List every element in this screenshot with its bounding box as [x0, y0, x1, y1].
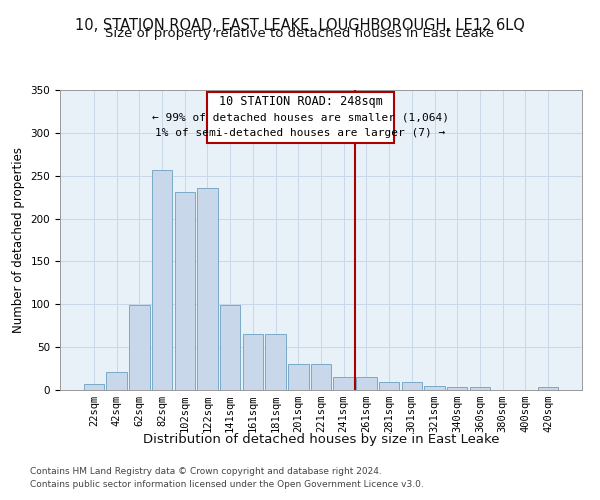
- Text: Contains HM Land Registry data © Crown copyright and database right 2024.: Contains HM Land Registry data © Crown c…: [30, 467, 382, 476]
- Bar: [242, 334, 263, 390]
- Bar: [106, 372, 127, 390]
- Text: 10, STATION ROAD, EAST LEAKE, LOUGHBOROUGH, LE12 6LQ: 10, STATION ROAD, EAST LEAKE, LOUGHBOROU…: [75, 18, 525, 32]
- Bar: [311, 364, 331, 390]
- Bar: [197, 188, 218, 390]
- Text: ← 99% of detached houses are smaller (1,064): ← 99% of detached houses are smaller (1,…: [152, 112, 449, 122]
- Bar: [208, 92, 394, 143]
- Bar: [152, 170, 172, 390]
- Bar: [265, 334, 286, 390]
- Bar: [424, 386, 445, 390]
- Bar: [356, 377, 377, 390]
- Bar: [129, 305, 149, 390]
- Bar: [379, 382, 400, 390]
- Text: 1% of semi-detached houses are larger (7) →: 1% of semi-detached houses are larger (7…: [155, 128, 446, 138]
- Bar: [334, 377, 354, 390]
- Text: Contains public sector information licensed under the Open Government Licence v3: Contains public sector information licen…: [30, 480, 424, 489]
- Bar: [84, 384, 104, 390]
- Text: Size of property relative to detached houses in East Leake: Size of property relative to detached ho…: [106, 28, 494, 40]
- Bar: [401, 382, 422, 390]
- Bar: [175, 192, 195, 390]
- Bar: [288, 364, 308, 390]
- Text: 10 STATION ROAD: 248sqm: 10 STATION ROAD: 248sqm: [218, 96, 383, 108]
- Bar: [538, 388, 558, 390]
- Text: Distribution of detached houses by size in East Leake: Distribution of detached houses by size …: [143, 432, 499, 446]
- Y-axis label: Number of detached properties: Number of detached properties: [12, 147, 25, 333]
- Bar: [470, 388, 490, 390]
- Bar: [447, 386, 467, 390]
- Bar: [220, 305, 241, 390]
